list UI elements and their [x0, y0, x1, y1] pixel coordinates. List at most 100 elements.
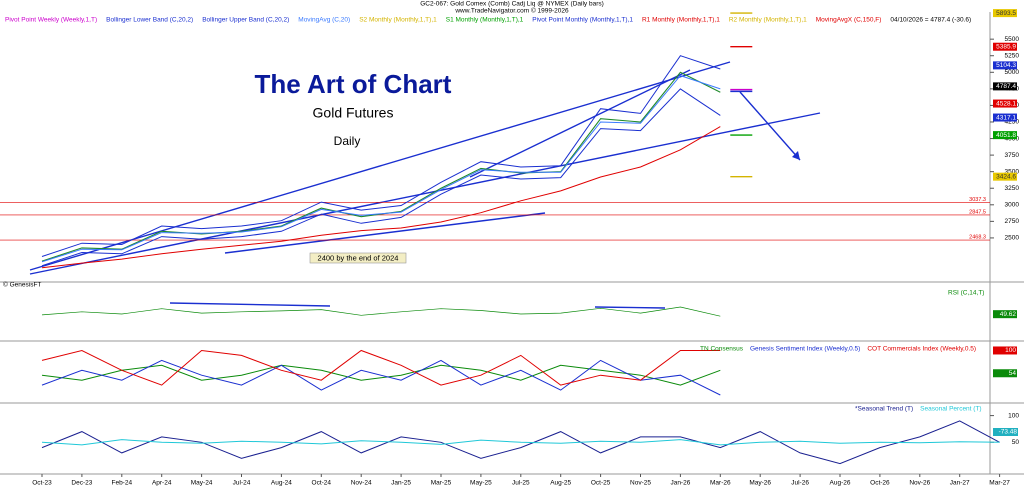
legend-entry: Pivot Point Monthly (Monthly,1,T),1 [532, 17, 633, 24]
period-label: Daily [334, 134, 361, 148]
y-tick-label: 3000 [1005, 202, 1020, 209]
value-box [993, 42, 1017, 51]
source: www.TradeNavigator.com © 1999-2026 [454, 7, 569, 15]
series-line [41, 420, 1000, 465]
value-box [993, 82, 1017, 91]
y-tick-label: 5250 [1005, 52, 1020, 59]
series-line [41, 359, 721, 396]
x-tick-label: May-24 [191, 480, 213, 487]
x-tick-label: Aug-26 [830, 480, 851, 487]
x-tick-label: Oct-24 [312, 480, 332, 487]
x-tick-label: Aug-24 [271, 480, 292, 487]
value-box-label: 5893.5 [996, 10, 1016, 17]
header: GC2-067: Gold Comex (Comb) Cadj Liq @ NY… [420, 1, 604, 8]
x-tick-label: Jan-27 [950, 480, 970, 487]
credit: © GenesisFT [3, 281, 41, 289]
value-box-label: 49.62 [1000, 311, 1017, 318]
value-box [993, 99, 1017, 108]
series-line [41, 126, 721, 269]
x-tick-label: Oct-23 [32, 480, 52, 487]
x-tick-label: Jul-24 [233, 480, 251, 487]
value-box-label: 4317.1 [996, 114, 1016, 121]
y-tick-label: 3250 [1005, 185, 1020, 192]
y-tick-label: 50 [1012, 439, 1020, 446]
legend-entry: Bollinger Lower Band (C,20,2) [106, 17, 193, 24]
legend-entry: Seasonal Percent (T) [920, 406, 981, 413]
trendline [29, 61, 731, 271]
value-box [993, 369, 1017, 378]
series-line [41, 306, 721, 317]
legend-entry: MovingAvgX (C,150,F) [816, 17, 882, 24]
legend-entry: *Seasonal Trend (T) [855, 406, 913, 413]
series-line [41, 364, 721, 386]
annotation-box [309, 252, 407, 264]
legend-entry: MovingAvg (C,20) [298, 17, 350, 24]
x-tick-label: Oct-25 [591, 480, 611, 487]
divergence-line [169, 302, 331, 307]
x-tick-label: Apr-24 [152, 480, 172, 487]
chart-title: The Art of Chart [255, 69, 452, 99]
y-tick-label: 3750 [1005, 152, 1020, 159]
x-tick-label: Nov-25 [630, 480, 651, 487]
x-tick-label: Mar-26 [710, 480, 731, 487]
trendline [29, 112, 821, 275]
x-tick-label: Nov-24 [351, 480, 372, 487]
level-label: 3037.3 [969, 197, 986, 203]
legend-entry: TN Consensus [700, 346, 744, 353]
y-tick-label: 2750 [1005, 218, 1020, 225]
quote: 04/10/2026 = 4787.4 (-30.6) [890, 17, 971, 24]
series-line [41, 75, 721, 263]
y-tick-label: 100 [1008, 412, 1019, 419]
value-box [993, 113, 1017, 122]
value-box [993, 9, 1017, 18]
series-line [41, 439, 1000, 446]
legend-entry: R2 Monthly (Monthly,1,T),1 [729, 17, 807, 24]
value-box-label: 4787.4 [996, 83, 1016, 90]
value-box [993, 346, 1017, 355]
value-box-label: 5104.3 [996, 62, 1016, 69]
projection-arrow [739, 91, 801, 161]
value-box-label: 100 [1005, 347, 1016, 354]
x-tick-label: May-25 [470, 480, 492, 487]
legend-entry: COT Commercials Index (Weekly,0.5) [867, 346, 976, 353]
series-line [41, 349, 721, 386]
x-tick-label: Aug-25 [550, 480, 571, 487]
level-label: 2468.3 [969, 234, 986, 240]
value-box [993, 131, 1017, 140]
legend-entry: Genesis Sentiment Index (Weekly,0.5) [750, 346, 860, 353]
x-tick-label: Jul-26 [791, 480, 809, 487]
x-tick-label: Dec-23 [71, 480, 92, 487]
legend-entry: Bollinger Upper Band (C,20,2) [202, 17, 289, 24]
value-box [993, 61, 1017, 70]
value-box [993, 428, 1018, 436]
legend-entry: S1 Monthly (Monthly,1,T),1 [446, 17, 524, 24]
y-tick-label: 5000 [1005, 69, 1020, 76]
arrow-head [792, 151, 800, 160]
value-box-label: -73.48 [999, 429, 1018, 436]
value-box [993, 172, 1017, 181]
divergence-line [594, 306, 666, 309]
legend-entry: RSI (C,14,T) [948, 290, 984, 297]
level-label: 2847.5 [969, 209, 986, 215]
x-tick-label: Jan-26 [670, 480, 690, 487]
y-tick-label: 2500 [1005, 235, 1020, 242]
x-tick-label: Jan-25 [391, 480, 411, 487]
y-tick-label: 5500 [1005, 36, 1020, 43]
annotation: 2400 by the end of 2024 [318, 253, 399, 262]
x-tick-label: Oct-26 [870, 480, 890, 487]
series-line [41, 88, 721, 267]
value-box [993, 310, 1017, 319]
x-tick-label: May-26 [749, 480, 771, 487]
series-line [41, 55, 721, 257]
legend-entry: Pivot Point Weekly (Weekly,1,T) [5, 17, 97, 24]
chart-subtitle: Gold Futures [313, 105, 394, 121]
trendline [469, 69, 691, 178]
legend-entry: S2 Monthly (Monthly,1,T),1 [359, 17, 437, 24]
value-box-label: 5385.9 [996, 43, 1016, 50]
x-tick-label: Mar-25 [431, 480, 452, 487]
x-tick-label: Mar-27 [989, 480, 1010, 487]
x-tick-label: Feb-24 [111, 480, 132, 487]
trendline [224, 212, 546, 254]
